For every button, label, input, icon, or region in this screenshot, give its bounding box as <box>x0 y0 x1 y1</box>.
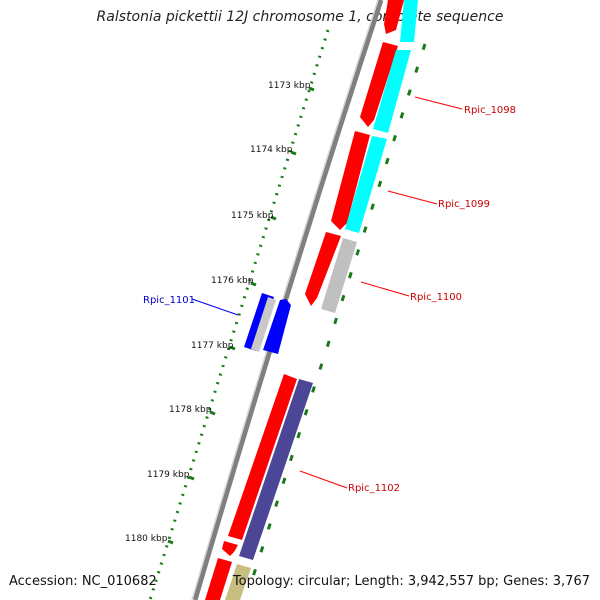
gene-red-1099 <box>331 131 370 230</box>
map-title: Ralstonia pickettii 12J chromosome 1, co… <box>96 9 504 25</box>
callout-line-1101 <box>191 298 239 316</box>
tick-label: 1173 kbp <box>268 81 311 91</box>
gene-blue-1101b <box>263 299 291 354</box>
tick-mark <box>270 215 277 221</box>
gene-cyan-1099 <box>345 136 387 233</box>
tick-label: 1180 kbp <box>125 534 168 544</box>
callout-line-1100 <box>360 281 410 297</box>
gene-red-small <box>222 541 238 556</box>
tick-mark <box>250 281 257 287</box>
gene-label-rpic-1098[interactable]: Rpic_1098 <box>464 105 516 116</box>
tick-label: 1176 kbp <box>211 276 254 286</box>
tick-mark <box>209 410 216 416</box>
callout-line-1102 <box>299 470 348 489</box>
gene-red-1102 <box>228 374 297 540</box>
tick-label: 1178 kbp <box>169 405 212 415</box>
tick-mark <box>229 345 236 351</box>
tick-mark <box>188 475 195 481</box>
gene-red-1100 <box>305 232 341 306</box>
tick-label: 1179 kbp <box>147 470 190 480</box>
genome-summary-text: Topology: circular; Length: 3,942,557 bp… <box>232 574 590 589</box>
gene-label-rpic-1101[interactable]: Rpic_1101 <box>143 295 195 306</box>
gene-cyan-1098 <box>373 50 411 133</box>
callout-line-1099 <box>387 190 438 205</box>
callout-line-1098 <box>414 96 463 110</box>
gene-label-rpic-1102[interactable]: Rpic_1102 <box>348 483 400 494</box>
gene-gray-1100 <box>321 238 357 313</box>
accession-text: Accession: NC_010682 <box>9 574 157 589</box>
tick-guide-line <box>148 29 330 600</box>
gene-label-rpic-1099[interactable]: Rpic_1099 <box>438 199 490 210</box>
gene-gray-1101 <box>251 297 276 352</box>
tick-mark <box>290 150 297 156</box>
tick-label: 1177 kbp <box>191 341 234 351</box>
gene-red-top <box>384 0 404 34</box>
tick-label: 1175 kbp <box>231 211 274 221</box>
gene-red-1098 <box>360 42 398 127</box>
gene-purple-1102 <box>239 379 313 560</box>
gene-cyan-top <box>400 0 418 42</box>
tick-mark <box>308 86 315 92</box>
gene-label-rpic-1100[interactable]: Rpic_1100 <box>410 292 462 303</box>
gene-red-bottom <box>205 558 232 600</box>
tick-label: 1174 kbp <box>250 145 293 155</box>
gene-olive-bottom <box>225 564 251 600</box>
tick-mark <box>167 539 174 545</box>
